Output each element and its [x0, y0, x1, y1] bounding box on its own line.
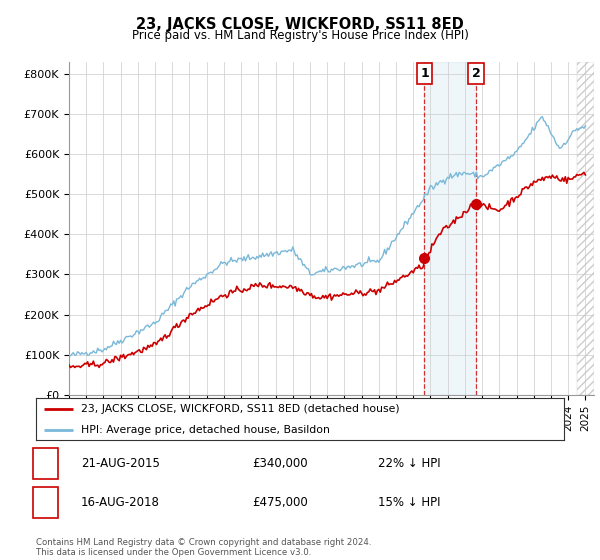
Text: 2: 2: [41, 496, 50, 509]
Text: 1: 1: [420, 67, 429, 80]
Text: £475,000: £475,000: [252, 496, 308, 509]
Text: 23, JACKS CLOSE, WICKFORD, SS11 8ED: 23, JACKS CLOSE, WICKFORD, SS11 8ED: [136, 17, 464, 32]
FancyBboxPatch shape: [469, 63, 484, 83]
Bar: [424, 62, 476, 395]
Text: 1: 1: [41, 457, 50, 470]
Text: 21-AUG-2015: 21-AUG-2015: [81, 457, 160, 470]
Text: 15% ↓ HPI: 15% ↓ HPI: [378, 496, 440, 509]
Text: 16-AUG-2018: 16-AUG-2018: [81, 496, 160, 509]
Text: 2: 2: [472, 67, 481, 80]
Text: 23, JACKS CLOSE, WICKFORD, SS11 8ED (detached house): 23, JACKS CLOSE, WICKFORD, SS11 8ED (det…: [81, 404, 400, 414]
Text: Price paid vs. HM Land Registry's House Price Index (HPI): Price paid vs. HM Land Registry's House …: [131, 29, 469, 42]
FancyBboxPatch shape: [417, 63, 432, 83]
Text: HPI: Average price, detached house, Basildon: HPI: Average price, detached house, Basi…: [81, 426, 330, 435]
Text: Contains HM Land Registry data © Crown copyright and database right 2024.
This d: Contains HM Land Registry data © Crown c…: [36, 538, 371, 557]
Text: £340,000: £340,000: [252, 457, 308, 470]
Text: 22% ↓ HPI: 22% ↓ HPI: [378, 457, 440, 470]
